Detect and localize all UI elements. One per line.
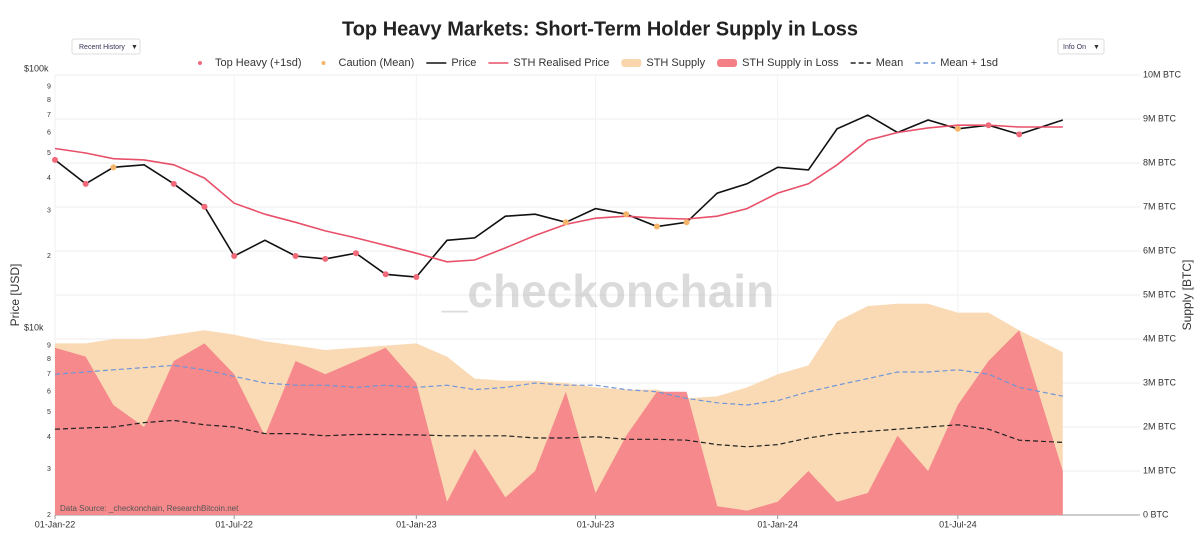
marker: [82, 180, 89, 187]
legend-label: Top Heavy (+1sd): [215, 57, 302, 69]
marker: [562, 219, 569, 226]
dropdown-arrow: ▼: [131, 44, 138, 51]
y-tick-label: 6: [47, 129, 51, 136]
y-tick-label: 7: [47, 112, 51, 119]
x-tick-label: 01-Jul-24: [939, 519, 977, 529]
legend: Top Heavy (+1sd) Caution (Mean) Price STH R…: [197, 57, 998, 69]
marker: [683, 219, 690, 226]
legend-label: STH Supply in Loss: [742, 57, 839, 69]
y-tick-label: 2: [47, 253, 51, 260]
line: [54, 124, 1063, 263]
legend-swatch: [717, 59, 738, 67]
y-tick-label: 5: [47, 409, 51, 416]
dropdown-arrow: ▼: [1093, 44, 1100, 51]
area: [55, 330, 1063, 515]
y2-tick-label: 4M BTC: [1143, 333, 1177, 343]
y2-tick-label: 3M BTC: [1143, 377, 1177, 387]
y-tick-label: 3: [47, 466, 51, 473]
dropdown[interactable]: [1057, 38, 1105, 55]
plot-area: 0 BTC 1M BTC 2M BTC 3M BTC 4M BTC 5M BTC 6M BT…: [24, 63, 1182, 529]
legend-label: STH Realised Price: [513, 57, 609, 69]
dropdown-label[interactable]: Recent History: [79, 44, 125, 51]
legend-label: STH Supply: [646, 57, 705, 69]
line: [54, 364, 1063, 406]
marker: [623, 211, 630, 218]
y2-tick-label: 7M BTC: [1143, 201, 1177, 211]
marker: [382, 271, 389, 278]
marker: [52, 156, 58, 163]
y2-tick-label: 2M BTC: [1143, 421, 1177, 431]
watermark: _checkonchain: [441, 265, 774, 317]
y2-tick-label: 8M BTC: [1143, 157, 1177, 167]
y-axis-title: Price [USD]: [8, 264, 22, 327]
y-tick-label: 6: [47, 388, 51, 395]
marker: [170, 180, 177, 187]
legend-swatch: [321, 61, 326, 65]
x-tick-label: 01-Jul-23: [577, 519, 615, 529]
source-note: Data Source: _checkonchain, ResearchBitc…: [60, 504, 239, 513]
y-tick-label: 2: [47, 512, 51, 519]
y-tick-label: $100k: [24, 63, 49, 73]
legend-label: Mean + 1sd: [940, 57, 998, 69]
y2-tick-label: 9M BTC: [1143, 113, 1177, 123]
y-tick-label: 8: [47, 356, 51, 363]
marker: [352, 250, 359, 257]
y-tick-label: 4: [47, 434, 51, 441]
marker: [231, 253, 238, 260]
y-tick-label: 4: [47, 175, 51, 182]
line: [54, 114, 1064, 278]
y2-tick-label: 1M BTC: [1143, 465, 1177, 475]
y-tick-label: 3: [47, 207, 51, 214]
marker: [292, 253, 299, 260]
y-tick-label: 9: [47, 343, 51, 350]
marker: [954, 125, 961, 132]
y-tick-label: $10k: [24, 322, 44, 332]
y2-tick-label: 0 BTC: [1143, 509, 1169, 519]
legend-swatch: [197, 61, 202, 65]
dropdown[interactable]: [71, 38, 141, 55]
y-tick-label: 9: [47, 84, 51, 91]
legend-label: Mean: [876, 57, 904, 69]
dropdown-label[interactable]: Info On: [1063, 44, 1086, 51]
y2-tick-label: 6M BTC: [1143, 245, 1177, 255]
marker: [413, 273, 420, 280]
x-tick-label: 01-Jul-22: [215, 519, 253, 529]
line: [54, 419, 1063, 448]
x-tick-label: 01-Jan-24: [757, 519, 798, 529]
marker: [110, 164, 117, 171]
y2-axis-title: Supply [BTC]: [1180, 260, 1194, 331]
chart-title: Top Heavy Markets: Short-Term Holder Sup…: [342, 18, 858, 40]
y2-tick-label: 10M BTC: [1143, 69, 1182, 79]
legend-label: Price: [451, 57, 476, 69]
y-tick-label: 5: [47, 150, 51, 157]
marker: [653, 223, 660, 230]
legend-label: Caution (Mean): [339, 57, 415, 69]
legend-swatch: [621, 59, 642, 67]
y-tick-label: 8: [47, 97, 51, 104]
y-tick-label: 7: [47, 371, 51, 378]
marker: [322, 255, 329, 262]
x-tick-label: 01-Jan-23: [396, 519, 437, 529]
y2-tick-label: 5M BTC: [1143, 289, 1177, 299]
marker: [201, 203, 208, 210]
marker: [1016, 131, 1023, 138]
x-tick-label: 01-Jan-22: [35, 519, 76, 529]
marker: [985, 122, 992, 129]
